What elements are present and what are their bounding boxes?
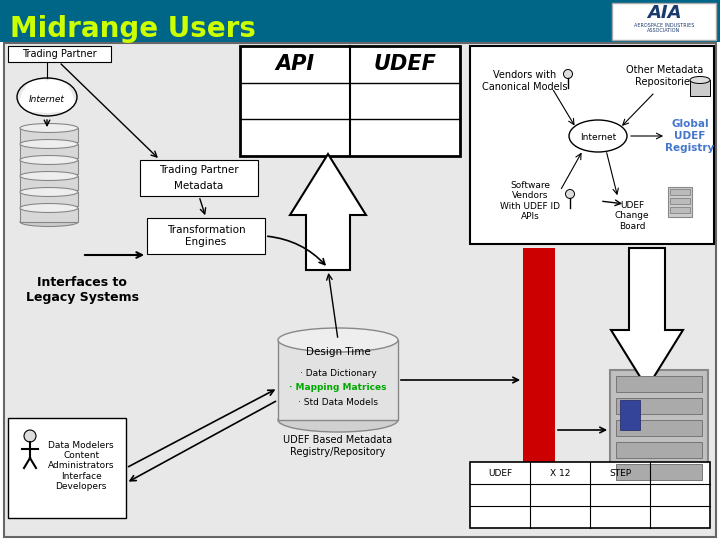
Ellipse shape	[20, 156, 78, 165]
Text: X 12: X 12	[550, 469, 570, 477]
Text: UDEF
Change
Board: UDEF Change Board	[615, 201, 649, 231]
Bar	[690, 80, 710, 96]
Text: STEP: STEP	[609, 469, 631, 477]
Text: Transformation
Engines: Transformation Engines	[167, 225, 246, 247]
Bar	[278, 340, 398, 420]
Ellipse shape	[21, 81, 73, 113]
Bar	[670, 189, 690, 195]
Ellipse shape	[20, 218, 78, 226]
Bar	[0, 0, 720, 42]
Text: Internet: Internet	[29, 94, 65, 104]
Bar	[670, 207, 690, 213]
Bar	[8, 418, 126, 518]
Ellipse shape	[20, 172, 78, 180]
Bar	[470, 462, 710, 528]
Text: Metadata: Metadata	[174, 181, 224, 191]
Ellipse shape	[47, 92, 75, 112]
Bar	[616, 398, 702, 414]
Bar	[20, 160, 78, 174]
Text: AEROSPACE INDUSTRIES
ASSOCIATION: AEROSPACE INDUSTRIES ASSOCIATION	[634, 23, 694, 33]
Text: UDEF: UDEF	[374, 55, 436, 75]
Bar	[20, 176, 78, 190]
Text: AIA: AIA	[647, 4, 681, 22]
Text: Trading Partner: Trading Partner	[22, 49, 96, 59]
Bar	[616, 420, 702, 436]
Ellipse shape	[278, 408, 398, 432]
Text: · Std Data Models: · Std Data Models	[298, 398, 378, 407]
Bar	[610, 370, 708, 490]
Bar	[616, 376, 702, 392]
Text: Software
Vendors
With UDEF ID
APIs: Software Vendors With UDEF ID APIs	[500, 181, 560, 221]
Ellipse shape	[20, 124, 78, 132]
Bar	[20, 144, 78, 158]
Ellipse shape	[25, 79, 53, 99]
Text: Global
UDEF
Registry: Global UDEF Registry	[665, 119, 715, 153]
Bar	[612, 3, 716, 40]
Text: Vendors with
Canonical Models: Vendors with Canonical Models	[482, 70, 568, 92]
Bar	[20, 192, 78, 206]
Ellipse shape	[564, 70, 572, 78]
Text: · Mapping Matrices: · Mapping Matrices	[289, 383, 387, 393]
Text: UDEF: UDEF	[488, 469, 512, 477]
Text: Other Metadata
Repositories: Other Metadata Repositories	[626, 65, 703, 87]
Text: API: API	[276, 55, 315, 75]
Bar	[240, 46, 460, 156]
Bar	[670, 198, 690, 204]
Ellipse shape	[41, 79, 69, 99]
Bar	[8, 46, 111, 62]
Text: Midrange Users: Midrange Users	[10, 15, 256, 43]
Ellipse shape	[565, 190, 575, 199]
Ellipse shape	[278, 328, 398, 352]
Text: UDEF Based Metadata
Registry/Repository: UDEF Based Metadata Registry/Repository	[284, 435, 392, 457]
Ellipse shape	[20, 204, 78, 213]
Ellipse shape	[24, 430, 36, 442]
Bar	[616, 464, 702, 480]
Bar	[20, 208, 78, 222]
Text: Trading Partner: Trading Partner	[159, 165, 239, 175]
Bar	[470, 46, 714, 244]
Bar	[147, 218, 265, 254]
Ellipse shape	[690, 77, 710, 84]
Ellipse shape	[20, 187, 78, 197]
Ellipse shape	[19, 92, 47, 112]
Bar	[523, 248, 555, 468]
Text: · Data Dictionary: · Data Dictionary	[300, 369, 377, 378]
Text: Data Modelers
Content
Administrators
Interface
Developers: Data Modelers Content Administrators Int…	[48, 441, 114, 491]
Text: Interfaces to
Legacy Systems: Interfaces to Legacy Systems	[25, 276, 138, 304]
Polygon shape	[290, 154, 366, 270]
Bar	[616, 442, 702, 458]
Text: Internet: Internet	[580, 132, 616, 141]
Bar	[20, 128, 78, 142]
Text: Design Time: Design Time	[305, 347, 370, 357]
Bar	[140, 160, 258, 196]
Ellipse shape	[569, 120, 627, 152]
Ellipse shape	[20, 139, 78, 148]
Polygon shape	[611, 248, 683, 388]
Bar	[668, 187, 692, 217]
Bar	[620, 400, 640, 430]
